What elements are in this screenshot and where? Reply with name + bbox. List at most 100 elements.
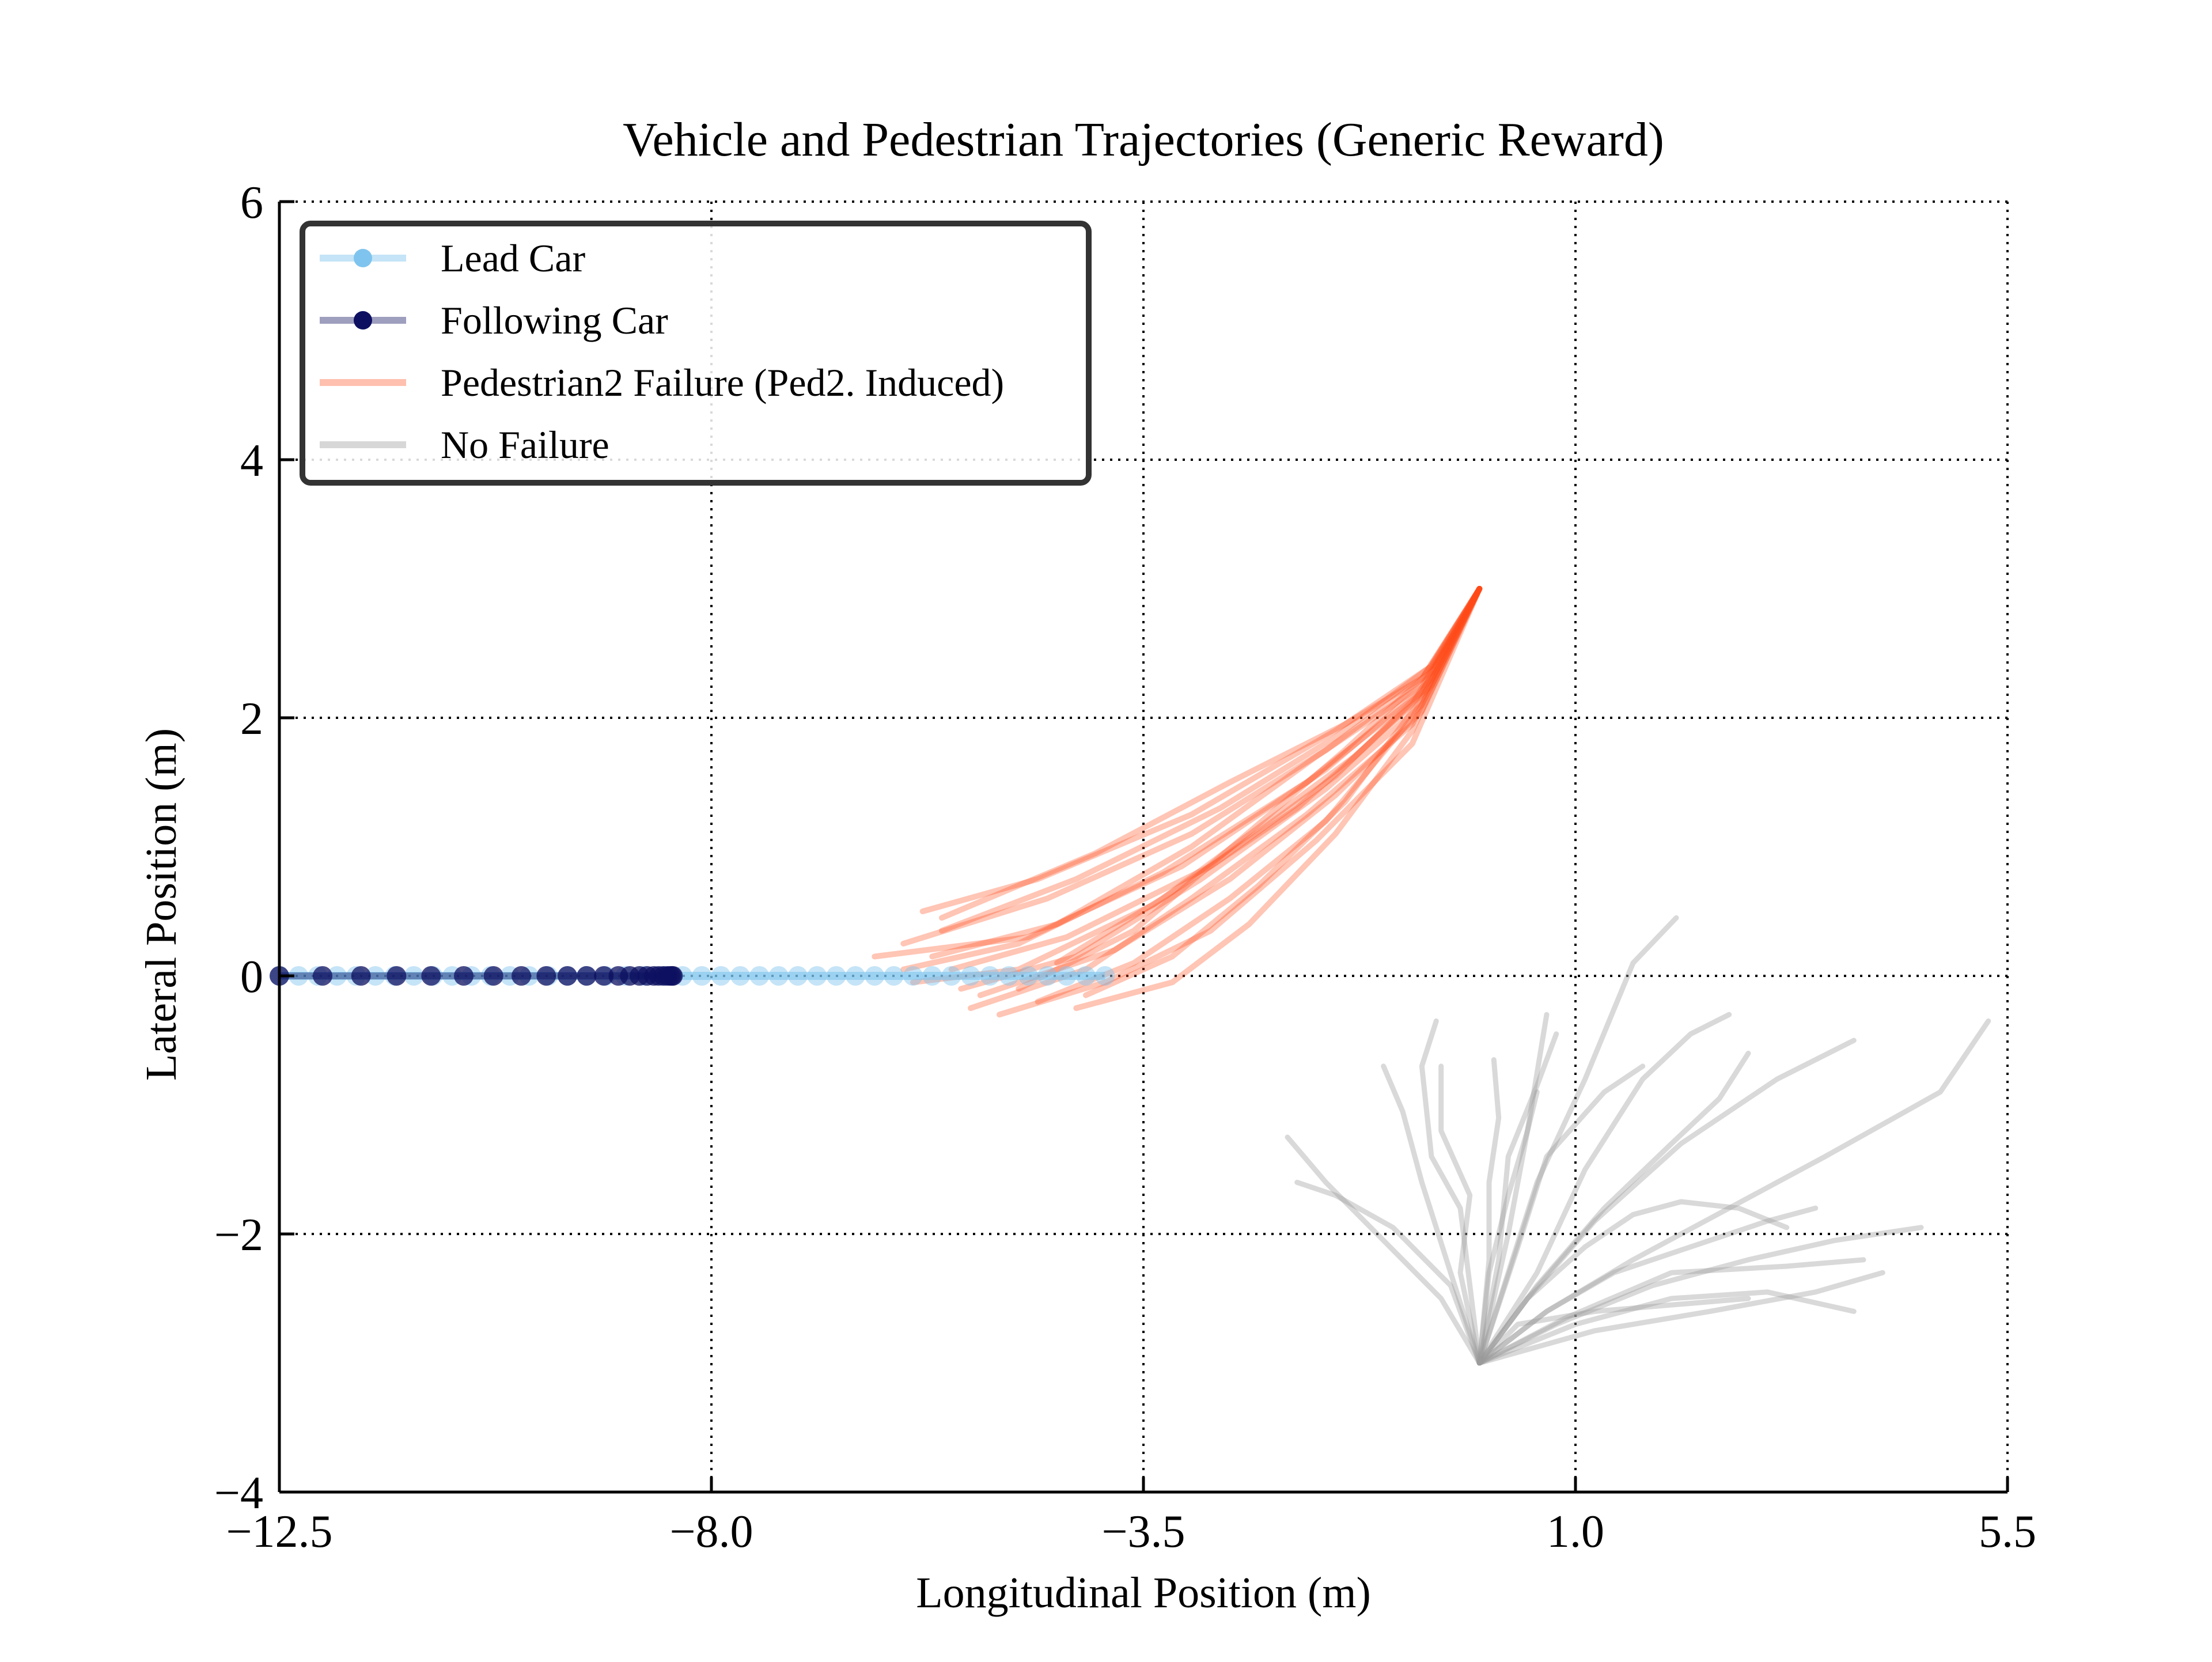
pedestrian-failure-trajectory <box>977 586 1483 998</box>
legend-label: Lead Car <box>441 236 585 280</box>
x-tick-label: −12.5 <box>226 1506 332 1557</box>
legend-marker <box>354 311 372 330</box>
pedestrian-failure-trajectory <box>939 586 1483 921</box>
lead-car-point <box>807 966 827 986</box>
pedestrian-failure-trajectory <box>900 586 1483 972</box>
lead-car-point <box>999 966 1019 986</box>
no-failure-trajectory <box>1476 1063 1646 1366</box>
lead-car-point <box>327 966 347 986</box>
no-failure-trajectory <box>1476 1270 1885 1366</box>
legend-box <box>300 221 1092 486</box>
no-failure-trajectory <box>1476 1018 1991 1366</box>
pedestrian-failure-trajectory <box>872 586 1483 960</box>
lead-car-point <box>941 966 961 986</box>
legend-label: Following Car <box>441 298 668 342</box>
x-tick-label: 5.5 <box>1979 1506 2036 1557</box>
no-failure-trajectory <box>1476 1296 1751 1366</box>
lead-car-point <box>749 966 770 986</box>
no-failure-trajectory <box>1476 1289 1857 1366</box>
no-failure-trajectory <box>1476 1205 1819 1366</box>
lead-car-point <box>903 966 923 986</box>
no-failure-trajectory <box>1476 1225 1924 1366</box>
no-failure-trajectory <box>1476 1257 1866 1366</box>
lead-car-point <box>692 966 712 986</box>
no-failure-trajectory <box>1476 915 1679 1366</box>
pedestrian-failure-trajectory <box>939 586 1483 934</box>
following-car-point <box>351 966 371 986</box>
no-failure-trajectory <box>1438 1063 1482 1366</box>
no-failure-trajectory <box>1476 1057 1502 1366</box>
lead-car-point <box>289 966 309 986</box>
pedestrian-failure-trajectory <box>958 586 1483 992</box>
lead-car-point <box>884 966 904 986</box>
x-axis-label: Longitudinal Position (m) <box>916 1569 1371 1617</box>
pedestrian-failure-trajectory <box>900 586 1483 947</box>
y-tick-label: 6 <box>240 177 263 228</box>
y-tick-label: 2 <box>240 694 263 744</box>
lead-car-point <box>1018 966 1038 986</box>
pedestrian-failure-trajectory <box>929 586 1483 960</box>
following-car-point <box>536 966 556 986</box>
y-tick-label: 4 <box>240 436 263 486</box>
pedestrian-failure-trajectory <box>1083 586 1483 998</box>
following-car-point <box>594 966 614 986</box>
lead-car-point <box>788 966 808 986</box>
pedestrian-failure-trajectory <box>1073 586 1483 1011</box>
no-failure-trajectory <box>1381 1063 1482 1366</box>
no-failure-trajectory <box>1419 1018 1482 1366</box>
no-failure-trajectory <box>1476 1038 1857 1366</box>
chart-title: Vehicle and Pedestrian Trajectories (Gen… <box>623 113 1664 166</box>
pedestrian-failure-trajectory <box>1035 586 1483 1005</box>
lead-car-point <box>768 966 789 986</box>
lead-car-point <box>1037 966 1058 986</box>
lead-car-point <box>922 966 942 986</box>
pedestrian-failure-trajectory <box>948 586 1483 972</box>
lead-car-point <box>365 966 385 986</box>
pedestrian-failure-trajectory <box>1016 586 1483 992</box>
no-failure-trajectory <box>1285 1134 1482 1366</box>
legend-marker <box>354 249 372 267</box>
grid <box>279 200 2009 1492</box>
pedestrian-failure-trajectory <box>910 586 1483 986</box>
axes: −12.5 −8.0 −3.5 1.0 5.5 −4 −2 0 2 4 6 <box>214 177 2036 1557</box>
no-failure-trajectory <box>1476 1012 1732 1366</box>
following-car-point <box>421 966 441 986</box>
pedestrian-failure-trajectory <box>1054 586 1483 966</box>
no-failure-trajectory <box>1476 1050 1751 1366</box>
lead-car-point <box>826 966 846 986</box>
x-tick-label: −8.0 <box>669 1506 753 1557</box>
no-failure-trajectory <box>1476 1031 1559 1366</box>
following-car-point <box>313 966 332 986</box>
lead-car-point <box>1056 966 1077 986</box>
no-failure-trajectory <box>1476 1089 1540 1366</box>
legend-label: Pedestrian2 Failure (Ped2. Induced) <box>441 361 1004 404</box>
following-car-point <box>387 966 407 986</box>
x-tick-label: −3.5 <box>1101 1506 1185 1557</box>
lead-car-point <box>846 966 865 986</box>
y-axis-label: Lateral Position (m) <box>137 728 185 1081</box>
pedestrian-failure-trajectory <box>919 586 1483 914</box>
y-tick-label: −2 <box>214 1210 263 1260</box>
lead-car-point <box>980 966 1000 986</box>
plot-area <box>270 586 1991 1366</box>
lead-car-point <box>1095 966 1115 986</box>
lead-car-point <box>1076 966 1096 986</box>
y-tick-label: 0 <box>240 952 263 1002</box>
lead-car-point <box>961 966 980 986</box>
no-failure-trajectory <box>1294 1179 1482 1366</box>
following-car-point <box>512 966 531 986</box>
lead-car-point <box>865 966 885 986</box>
lead-car-point <box>730 966 750 986</box>
lead-car-point <box>404 966 424 986</box>
legend: Lead Car Following Car Pedestrian2 Failure… <box>300 221 1092 486</box>
no-failure-trajectory <box>1476 1199 1790 1366</box>
no-failure-trajectory <box>1476 1012 1550 1366</box>
following-car-point <box>558 966 577 986</box>
lead-car-point <box>711 966 731 986</box>
following-car-point <box>663 966 683 986</box>
following-car-point <box>577 966 597 986</box>
x-tick-label: 1.0 <box>1547 1506 1604 1557</box>
following-car-point <box>454 966 474 986</box>
